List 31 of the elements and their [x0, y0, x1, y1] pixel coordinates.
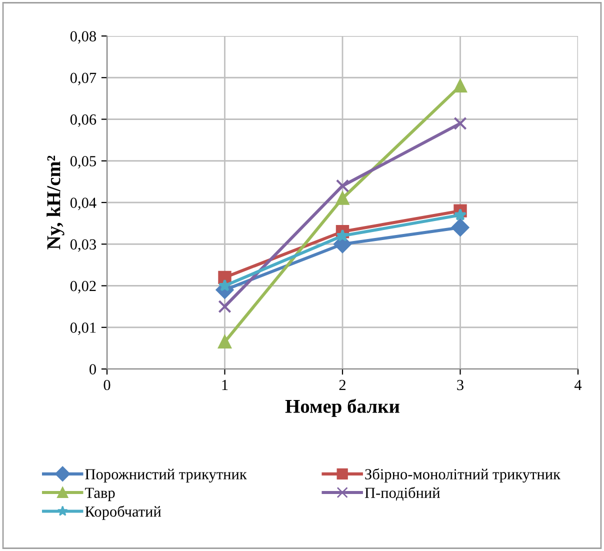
point [454, 116, 467, 130]
point [336, 192, 350, 205]
x-tick-label: 4 [574, 380, 582, 390]
y-tick-label: 0,03 [70, 239, 96, 252]
point [336, 229, 349, 242]
point [218, 335, 232, 349]
point [218, 300, 232, 314]
y-tick-label: 0,05 [70, 156, 96, 169]
legend-label: П-подібний [364, 486, 440, 501]
y-axis-title: Ny, kH/cm² [46, 156, 64, 250]
x-tick-label: 3 [457, 380, 464, 390]
point [451, 218, 470, 236]
point [454, 79, 467, 93]
y-tick-label: 0,02 [70, 280, 96, 294]
y-tick-label: 0,04 [70, 198, 96, 210]
point [218, 279, 232, 292]
x-tick-label: 2 [339, 380, 346, 390]
y-tick-label: 0,08 [70, 31, 96, 44]
legend-label: Порожнистий трикутник [85, 468, 247, 483]
y-tick-label: 0,06 [70, 114, 96, 127]
y-tick-label: 0,01 [70, 322, 96, 336]
y-tick-label: 0,07 [70, 72, 96, 86]
point [454, 208, 467, 221]
legend-label: Збірно-монолітний трикутник [365, 468, 561, 483]
x-axis-title: Номер балки [285, 398, 400, 417]
point [336, 179, 350, 192]
legend-label: Тавр [85, 488, 115, 502]
y-tick-label: 0 [90, 364, 96, 374]
x-tick-label: 1 [222, 380, 228, 390]
x-tick-label: 0 [104, 380, 110, 390]
legend-label: Коробчатий [85, 506, 162, 520]
